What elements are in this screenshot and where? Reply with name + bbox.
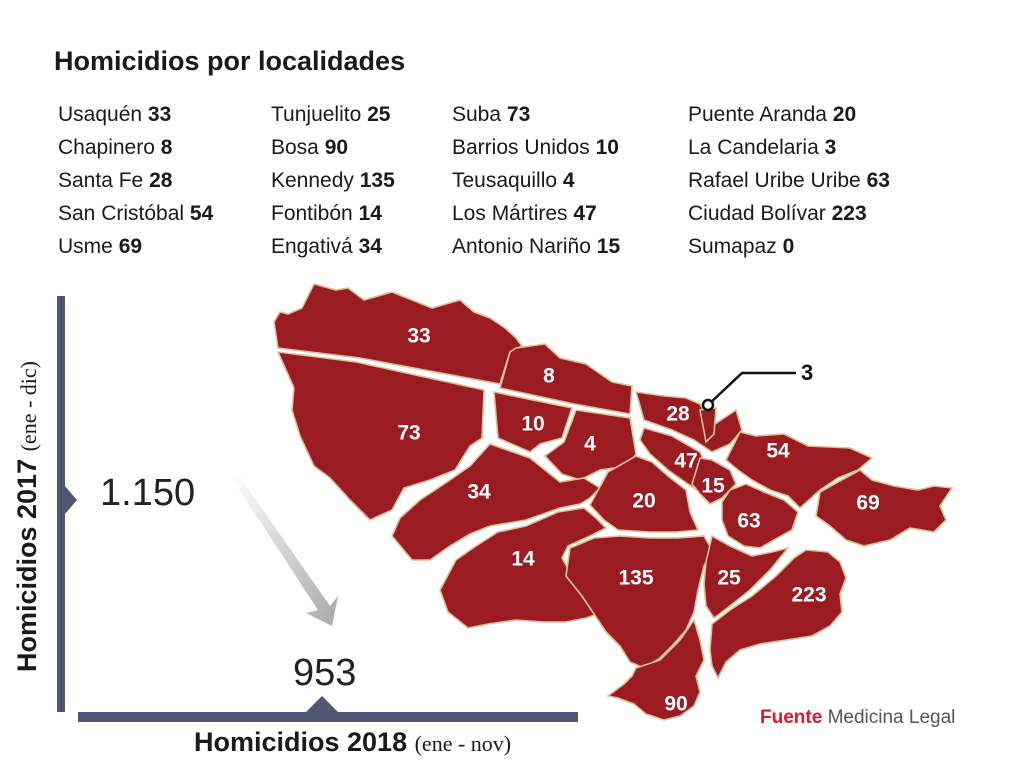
map-label-los-martires: 47 xyxy=(674,450,697,473)
y-axis-bar xyxy=(57,296,65,712)
region-suba xyxy=(276,351,485,521)
region-usaquen xyxy=(273,283,524,385)
locality-entry: Kennedy 135 xyxy=(271,169,395,192)
locality-entry: San Cristóbal 54 xyxy=(58,202,214,225)
region-usme xyxy=(815,469,954,547)
source-text: Medicina Legal xyxy=(827,707,956,728)
locality-entry: Ciudad Bolívar 223 xyxy=(688,202,867,225)
region-los-martires xyxy=(639,427,709,490)
region-engativa xyxy=(391,443,602,561)
page-title: Homicidios por localidades xyxy=(54,46,406,76)
locality-entry: Los Mártires 47 xyxy=(452,202,597,225)
candelaria-callout-line xyxy=(707,371,796,406)
map-label-usaquen: 33 xyxy=(407,325,430,348)
y-axis-period: (ene - dic) xyxy=(16,361,41,452)
locality-entry: Engativá 34 xyxy=(271,235,382,258)
candelaria-callout-dot xyxy=(701,398,715,412)
locality-entry: Santa Fe 28 xyxy=(58,169,173,192)
locality-entry: Chapinero 8 xyxy=(58,136,173,159)
total-2018-value: 953 xyxy=(293,652,357,694)
locality-column-4: Puente Aranda 20 La Candelaria 3 Rafael … xyxy=(688,98,890,263)
region-rafael-uribe xyxy=(721,483,799,549)
source-note: Fuente Medicina Legal xyxy=(760,707,955,729)
map-label-barrios-unidos: 10 xyxy=(521,413,544,436)
locality-entry: Teusaquillo 4 xyxy=(452,169,575,192)
map-label-santa-fe: 28 xyxy=(666,403,690,426)
map-label-rafael-uribe: 63 xyxy=(737,510,760,533)
x-axis-bar xyxy=(78,712,578,722)
x-axis-period: (ene - nov) xyxy=(414,731,512,756)
map-label-teusaquillo: 4 xyxy=(584,433,596,456)
y-axis-pointer xyxy=(65,486,77,514)
locality-entry: Usaquén 33 xyxy=(58,103,172,126)
locality-entry: Usme 69 xyxy=(58,235,143,258)
map-label-san-cristobal: 54 xyxy=(766,440,790,463)
region-antonio-narino xyxy=(691,457,737,505)
locality-entry: Suba 73 xyxy=(452,103,531,126)
locality-entry: Barrios Unidos 10 xyxy=(452,136,619,159)
map-label-ciudad-bolivar: 223 xyxy=(791,584,826,607)
region-santa-fe xyxy=(634,391,743,453)
region-teusaquillo xyxy=(543,409,637,481)
map-label-puente-aranda: 20 xyxy=(632,490,655,513)
map-label-kennedy: 135 xyxy=(618,567,653,590)
locality-entry: La Candelaria 3 xyxy=(688,136,837,159)
x-axis-pointer xyxy=(306,696,338,712)
region-bosa xyxy=(606,618,705,721)
locality-entry: Sumapaz 0 xyxy=(688,235,795,258)
locality-entry: Antonio Nariño 15 xyxy=(452,235,621,258)
locality-entry: Bosa 90 xyxy=(271,136,349,159)
locality-entry: Tunjuelito 25 xyxy=(271,103,391,126)
map-label-engativa: 34 xyxy=(467,481,491,504)
decrease-arrow xyxy=(231,473,338,626)
region-ciudad-bolivar xyxy=(709,549,847,680)
locality-entry: Puente Aranda 20 xyxy=(688,103,857,126)
x-axis-label: Homicidios 2018 (ene - nov) xyxy=(194,727,512,757)
map-label-suba: 73 xyxy=(397,422,420,445)
map-label-tunjuelito: 25 xyxy=(717,567,741,590)
locality-entry: Rafael Uribe Uribe 63 xyxy=(688,169,890,192)
total-2017-value: 1.150 xyxy=(100,472,196,514)
locality-column-3: Suba 73 Barrios Unidos 10 Teusaquillo 4 … xyxy=(452,98,620,263)
source-key: Fuente xyxy=(760,707,823,728)
map-label-chapinero: 8 xyxy=(543,365,555,388)
region-tunjuelito xyxy=(703,534,791,620)
locality-column-2: Tunjuelito 25 Bosa 90 Kennedy 135 Fontib… xyxy=(271,98,395,263)
map-label-antonio-narino: 15 xyxy=(701,475,725,498)
locality-entry: Fontibón 14 xyxy=(271,202,382,225)
region-kennedy xyxy=(565,535,713,669)
map-label-usme: 69 xyxy=(856,492,879,515)
region-barrios-unidos xyxy=(493,391,574,453)
map-label-bosa: 90 xyxy=(664,693,687,716)
region-san-cristobal xyxy=(725,431,874,510)
y-axis-label: Homicidios 2017 (ene - dic) xyxy=(12,361,42,672)
map-label-la-candelaria: 3 xyxy=(801,360,813,385)
locality-column-1: Usaquén 33 Chapinero 8 Santa Fe 28 San C… xyxy=(58,98,213,263)
region-puente-aranda xyxy=(589,455,700,533)
map-label-fontibon: 14 xyxy=(511,548,535,571)
region-chapinero xyxy=(499,343,633,415)
